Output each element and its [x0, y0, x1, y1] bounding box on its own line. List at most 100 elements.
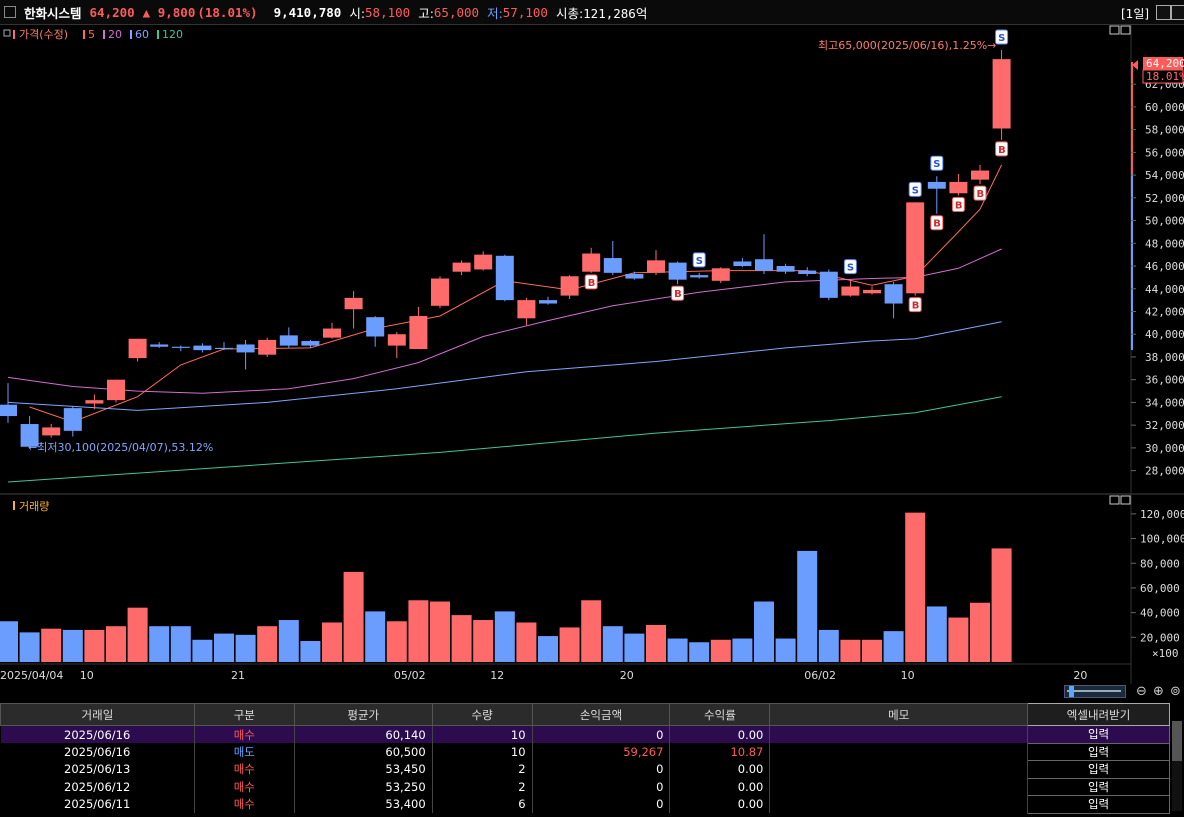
volume-bar[interactable] [300, 641, 321, 662]
table-row[interactable]: 2025/06/16 매수 60,140 10 0 0.00 입력 [0, 725, 1170, 744]
volume-bar[interactable] [732, 638, 753, 662]
buy-marker[interactable] [908, 297, 922, 313]
volume-bar[interactable] [581, 600, 602, 662]
volume-bar[interactable] [494, 611, 515, 662]
volume-bar[interactable] [775, 638, 796, 662]
stock-chart[interactable]: 가격(수정) 5 20 60 120 거래량 62,00060,00058,00056… [0, 24, 1184, 684]
volume-bar[interactable] [689, 642, 710, 662]
sell-marker[interactable] [843, 259, 857, 275]
candle-body[interactable] [20, 424, 39, 447]
candle-body[interactable] [323, 328, 341, 338]
column-header[interactable]: 거래일 [0, 703, 195, 726]
candle-body[interactable] [128, 338, 147, 359]
volume-bar[interactable] [451, 615, 472, 662]
volume-bar[interactable] [667, 638, 688, 662]
candle-body[interactable] [387, 334, 406, 346]
candle-body[interactable] [560, 276, 579, 296]
candle-body[interactable] [344, 297, 363, 310]
candle-body[interactable] [495, 255, 514, 301]
volume-bar[interactable] [408, 600, 429, 662]
volume-bar[interactable] [516, 622, 537, 663]
volume-bar[interactable] [948, 617, 969, 662]
volume-bar[interactable] [430, 601, 450, 662]
candle-body[interactable] [63, 408, 82, 431]
volume-bar[interactable] [538, 636, 558, 662]
volume-bar[interactable] [214, 633, 234, 662]
buy-marker[interactable] [951, 197, 965, 213]
buy-marker[interactable] [671, 285, 685, 301]
volume-bar[interactable] [127, 607, 148, 662]
memo-input-button[interactable]: 입력 [1027, 760, 1170, 779]
volume-bars[interactable] [0, 512, 1012, 663]
volume-bar[interactable] [559, 627, 580, 662]
candle-body[interactable] [841, 286, 860, 296]
table-row[interactable]: 2025/06/13 매수 53,450 2 0 0.00 입력 [0, 760, 1170, 779]
candle-body[interactable] [949, 181, 968, 194]
column-header[interactable]: 평균가 [293, 703, 433, 726]
minimize-button[interactable] [1156, 5, 1171, 20]
candle-body[interactable] [258, 339, 277, 355]
stock-name[interactable]: 한화시스템 [24, 5, 82, 21]
volume-bar[interactable] [84, 629, 105, 662]
period-selector[interactable]: [1일] [1121, 7, 1150, 21]
volume-bar[interactable] [19, 632, 40, 662]
column-header[interactable]: 손익금액 [531, 703, 671, 726]
candle-body[interactable] [884, 284, 903, 304]
sell-marker[interactable] [995, 29, 1009, 45]
price-panel-maximize-icon[interactable] [1109, 25, 1120, 35]
table-row[interactable]: 2025/06/12 매수 53,250 2 0 0.00 입력 [0, 777, 1170, 796]
volume-bar[interactable] [797, 550, 818, 662]
candle-body[interactable] [452, 262, 471, 272]
candle-body[interactable] [647, 260, 665, 273]
volume-bar[interactable] [862, 639, 882, 662]
candle-body[interactable] [625, 273, 644, 279]
candle-body[interactable] [150, 344, 169, 347]
candle-body[interactable] [582, 253, 601, 272]
candle-body[interactable] [366, 317, 385, 337]
price-panel-toggle-icon[interactable] [3, 29, 11, 37]
candle-body[interactable] [776, 266, 795, 272]
candle-body[interactable] [431, 278, 449, 306]
column-header[interactable]: 수익률 [669, 703, 771, 726]
buy-marker[interactable] [930, 215, 944, 231]
buy-marker[interactable] [584, 274, 598, 290]
volume-bar[interactable] [365, 611, 386, 662]
volume-bar[interactable] [322, 622, 342, 663]
volume-bar[interactable] [0, 621, 18, 662]
volume-bar[interactable] [41, 628, 62, 662]
volume-bar[interactable] [257, 626, 278, 662]
buy-marker[interactable] [995, 141, 1009, 157]
volume-bar[interactable] [710, 639, 731, 662]
volume-bar[interactable] [883, 631, 904, 662]
volume-bar[interactable] [818, 629, 839, 662]
zoom-slider[interactable] [1064, 685, 1126, 698]
candle-body[interactable] [733, 261, 752, 267]
volume-bar[interactable] [970, 602, 990, 662]
volume-bar[interactable] [926, 606, 947, 662]
table-row[interactable]: 2025/06/11 매수 53,400 6 0 0.00 입력 [0, 795, 1170, 814]
volume-bar[interactable] [192, 639, 213, 662]
volume-bar[interactable] [343, 571, 364, 662]
table-row[interactable]: 2025/06/16 매도 60,500 10 59,267 10.87 입력 [0, 742, 1170, 761]
sell-marker[interactable] [930, 155, 944, 171]
sell-marker[interactable] [908, 181, 922, 197]
candle-body[interactable] [906, 202, 925, 294]
volume-bar[interactable] [235, 634, 256, 662]
memo-input-button[interactable]: 입력 [1027, 725, 1170, 744]
volume-bar[interactable] [106, 626, 126, 662]
memo-input-button[interactable]: 입력 [1027, 795, 1170, 814]
candle-body[interactable] [85, 400, 104, 404]
candle-body[interactable] [798, 270, 817, 274]
sell-marker[interactable] [692, 252, 706, 268]
candle-body[interactable] [927, 181, 946, 189]
candle-body[interactable] [690, 275, 709, 278]
volume-bar[interactable] [473, 620, 494, 662]
volume-bar[interactable] [170, 626, 191, 662]
candle-body[interactable] [279, 335, 298, 346]
zoom-in-icon[interactable]: ⊕ [1153, 684, 1164, 699]
candle-body[interactable] [992, 59, 1011, 129]
scroll-up-icon[interactable]: ⊚ [1170, 684, 1181, 699]
menu-icon[interactable] [4, 6, 16, 18]
volume-bar[interactable] [386, 621, 407, 662]
candle-body[interactable] [301, 341, 320, 346]
